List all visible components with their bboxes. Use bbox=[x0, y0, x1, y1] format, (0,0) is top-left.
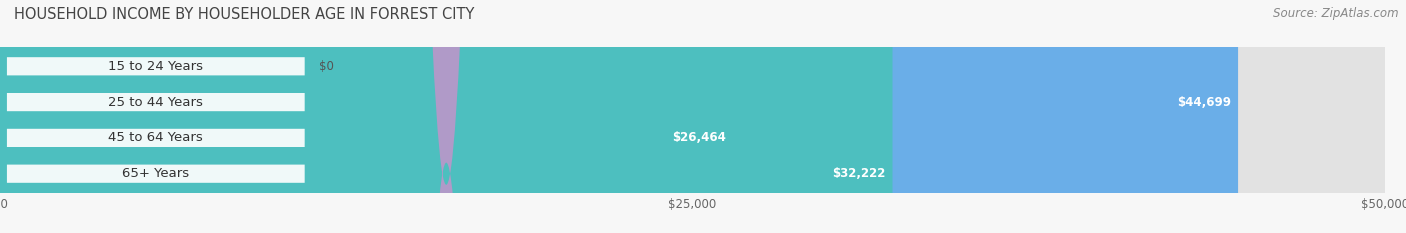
Text: 25 to 44 Years: 25 to 44 Years bbox=[108, 96, 204, 109]
FancyBboxPatch shape bbox=[7, 129, 305, 147]
FancyBboxPatch shape bbox=[7, 164, 305, 183]
FancyBboxPatch shape bbox=[0, 0, 893, 233]
Text: 45 to 64 Years: 45 to 64 Years bbox=[108, 131, 204, 144]
Text: HOUSEHOLD INCOME BY HOUSEHOLDER AGE IN FORREST CITY: HOUSEHOLD INCOME BY HOUSEHOLDER AGE IN F… bbox=[14, 7, 474, 22]
Text: 15 to 24 Years: 15 to 24 Years bbox=[108, 60, 204, 73]
Text: Source: ZipAtlas.com: Source: ZipAtlas.com bbox=[1274, 7, 1399, 20]
Text: 65+ Years: 65+ Years bbox=[122, 167, 190, 180]
FancyBboxPatch shape bbox=[0, 0, 1239, 233]
FancyBboxPatch shape bbox=[7, 93, 305, 111]
Text: $44,699: $44,699 bbox=[1177, 96, 1232, 109]
Text: $32,222: $32,222 bbox=[832, 167, 886, 180]
FancyBboxPatch shape bbox=[7, 57, 305, 75]
FancyBboxPatch shape bbox=[0, 0, 733, 233]
Text: $26,464: $26,464 bbox=[672, 131, 725, 144]
Text: $0: $0 bbox=[319, 60, 333, 73]
